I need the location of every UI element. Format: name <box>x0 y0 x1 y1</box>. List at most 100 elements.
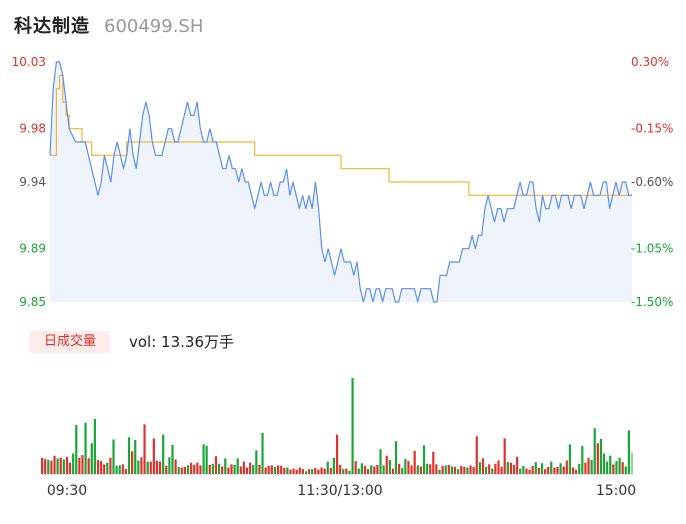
volume-bar <box>72 453 75 474</box>
volume-bar <box>419 466 422 474</box>
volume-bar <box>304 471 308 474</box>
volume-bar <box>463 466 466 474</box>
volume-bar <box>56 458 59 474</box>
volume-bar <box>379 449 382 474</box>
volume-bar <box>335 434 339 474</box>
volume-bar <box>404 458 407 474</box>
volume-bar <box>230 464 233 474</box>
volume-tag: 日成交量 <box>30 331 110 353</box>
volume-bar <box>453 466 457 474</box>
volume-bar <box>388 459 391 474</box>
volume-bar <box>435 464 438 474</box>
volume-bar <box>332 457 336 474</box>
volume-bar <box>81 455 84 474</box>
volume-bar <box>118 465 121 474</box>
volume-bar <box>249 462 252 474</box>
volume-bar <box>96 459 100 474</box>
volume-bar <box>261 433 264 474</box>
volume-bar <box>298 467 301 474</box>
volume-bar <box>183 466 187 474</box>
volume-bar <box>202 444 205 474</box>
volume-bar <box>227 467 230 474</box>
volume-bar <box>590 459 593 474</box>
y-tick-left-3: 9.89 <box>19 242 46 256</box>
volume-bar <box>68 462 72 474</box>
volume-bar <box>177 466 180 474</box>
volume-bar <box>441 465 444 474</box>
volume-bar <box>516 456 519 474</box>
volume-bar <box>354 461 357 474</box>
volume-bar <box>121 464 124 474</box>
volume-bar <box>165 465 168 474</box>
volume-bar <box>65 456 69 474</box>
volume-bar <box>149 461 152 474</box>
volume-bar <box>398 463 401 474</box>
volume-bar <box>519 468 522 474</box>
volume-bar <box>258 464 261 474</box>
x-axis: 09:30 11:30/13:00 15:00 <box>47 483 636 499</box>
volume-bar <box>363 465 367 474</box>
volume-bar <box>140 457 143 474</box>
volume-bar <box>503 438 506 474</box>
volume-bar <box>99 461 103 474</box>
volume-bar <box>438 469 441 474</box>
volume-bar <box>155 461 159 474</box>
volume-bar <box>339 464 342 474</box>
volume-bar <box>466 467 469 474</box>
volume-bar <box>41 457 44 474</box>
volume-bar <box>450 466 454 474</box>
volume-bar <box>609 455 612 474</box>
volume-bar <box>556 466 559 474</box>
volume-bar <box>425 463 429 474</box>
volume-bar <box>233 464 236 474</box>
volume-bar <box>376 464 379 474</box>
volume-bar <box>186 465 190 474</box>
volume-bar <box>357 468 360 474</box>
volume-bar <box>283 468 286 474</box>
volume-bar <box>460 465 463 474</box>
volume-bar <box>326 461 329 474</box>
volume-bar <box>214 456 218 474</box>
volume-bar <box>143 424 146 474</box>
volume-bar <box>90 443 93 474</box>
volume-bar <box>264 467 267 474</box>
y-tick-right-1: -0.15% <box>631 122 673 136</box>
volume-bar <box>624 466 627 474</box>
volume-bar <box>146 461 149 474</box>
volume-bar <box>528 469 531 474</box>
volume-bar <box>224 458 227 474</box>
volume-bar <box>599 438 603 474</box>
volume-bar <box>162 434 165 474</box>
volume-bar <box>196 462 199 474</box>
volume-bar <box>158 461 162 474</box>
volume-bar <box>475 436 478 474</box>
volume-bar <box>53 455 56 474</box>
volume-bar <box>127 437 131 474</box>
volume-bar <box>478 462 481 474</box>
price-area <box>50 62 632 302</box>
volume-bar <box>429 464 432 474</box>
volume-bar <box>432 451 435 474</box>
volume-bar <box>134 440 137 474</box>
volume-bar <box>308 469 311 474</box>
volume-bar <box>410 465 413 474</box>
volume-bar <box>205 445 208 474</box>
volume-bar <box>106 462 109 474</box>
y-axis-right: 0.30% -0.15% -0.60% -1.05% -1.50% <box>631 55 673 309</box>
volume-bar <box>273 466 277 474</box>
volume-bar <box>562 466 565 474</box>
volume-bar <box>270 465 273 474</box>
volume-bar <box>491 468 494 474</box>
volume-bar <box>78 457 81 474</box>
volume-bar <box>571 467 575 474</box>
volume-bar <box>593 428 596 474</box>
volume-bar <box>612 464 615 474</box>
volume-bar <box>239 466 242 474</box>
volume-bar <box>394 441 398 474</box>
volume-bar <box>295 469 298 474</box>
volume-bar <box>494 463 497 474</box>
volume-bar <box>630 452 634 474</box>
volume-bar <box>152 438 155 474</box>
volume-bar <box>531 465 534 474</box>
volume-bar <box>550 461 553 474</box>
